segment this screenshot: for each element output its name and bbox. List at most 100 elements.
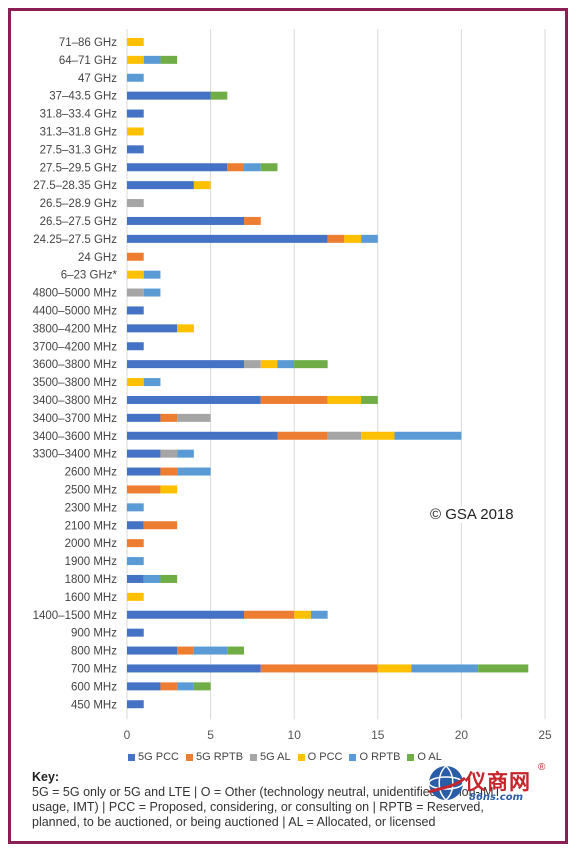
bar-segment — [127, 55, 144, 64]
category-label: 3700–4200 MHz — [33, 341, 118, 353]
bar-segment — [127, 127, 144, 136]
bar-segment — [127, 467, 161, 476]
bar-segment — [344, 234, 362, 243]
bar-segment — [361, 395, 378, 404]
category-label: 3400–3700 MHz — [33, 413, 118, 425]
legend-item: 5G AL — [250, 751, 291, 763]
bar-segment — [143, 574, 161, 583]
watermark-registered: ® — [538, 762, 546, 773]
bar-segment — [193, 181, 211, 190]
bar-segment — [127, 485, 161, 494]
bar-segment — [127, 288, 144, 297]
category-label: 26.5–27.5 GHz — [40, 216, 118, 228]
bar-segment — [361, 234, 378, 243]
bar-segment — [160, 467, 178, 476]
bar-segment — [177, 449, 194, 458]
x-tick-label: 20 — [455, 728, 469, 742]
x-tick-label: 10 — [288, 728, 302, 742]
category-label: 27.5–29.5 GHz — [40, 162, 118, 174]
bar-segment — [260, 163, 278, 172]
legend-label: 5G AL — [260, 751, 291, 763]
category-label: 71–86 GHz — [59, 37, 117, 49]
category-label: 3400–3800 MHz — [33, 395, 118, 407]
bar-segment — [277, 360, 295, 369]
legend-label: 5G RPTB — [195, 751, 244, 763]
category-label: 700 MHz — [71, 663, 117, 675]
bar-segment — [127, 360, 245, 369]
bar-segment — [327, 234, 345, 243]
bar-segment — [177, 324, 194, 333]
category-label: 3500–3800 MHz — [33, 377, 118, 389]
category-label: 47 GHz — [78, 73, 117, 85]
legend-swatch — [250, 753, 258, 761]
chart-legend: 5G PCC 5G RPTB 5G AL O PCC O RPTB O AL — [128, 751, 442, 763]
bar-segment — [411, 664, 479, 673]
category-label: 3800–4200 MHz — [33, 323, 118, 335]
bar-segment — [127, 664, 261, 673]
legend-label: O PCC — [307, 751, 343, 763]
bar-segment — [193, 646, 228, 655]
bar-segment — [127, 628, 144, 637]
x-tick-label: 15 — [371, 728, 385, 742]
bar-segment — [160, 485, 178, 494]
category-label: 27.5–28.35 GHz — [33, 180, 117, 192]
bar-segment — [127, 252, 144, 261]
bar-segment — [127, 306, 144, 315]
bar-segment — [244, 163, 261, 172]
legend-swatch — [128, 753, 135, 761]
category-label: 2500 MHz — [65, 484, 118, 496]
bar-segment — [127, 557, 144, 566]
stacked-bar-chart: 0 5 10 15 20 25 71–86 GHz 64–71 GHz 47 GHz 37–43.… — [33, 29, 552, 742]
category-label: 64–71 GHz — [59, 55, 117, 67]
bar-segment — [227, 163, 245, 172]
legend-label: O AL — [417, 751, 442, 763]
bar-segment — [177, 646, 194, 655]
bar-segment — [143, 378, 161, 387]
bar-segment — [160, 413, 178, 422]
bar-segment — [260, 395, 328, 404]
category-label: 3400–3600 MHz — [33, 431, 118, 443]
bar-segment — [327, 431, 362, 440]
category-label: 37–43.5 GHz — [49, 91, 117, 103]
bar-segment — [127, 216, 245, 225]
bar-segment — [127, 574, 144, 583]
category-label: 800 MHz — [71, 646, 117, 658]
category-label: 24 GHz — [78, 252, 117, 264]
bar-segment — [127, 378, 144, 387]
bar-segment — [127, 145, 144, 154]
category-label: 600 MHz — [71, 681, 117, 693]
category-label: 3600–3800 MHz — [33, 359, 118, 371]
legend-swatch — [349, 753, 357, 761]
bar-segment — [127, 270, 144, 279]
legend-label: 5G PCC — [138, 751, 179, 763]
category-label: 2000 MHz — [65, 538, 118, 550]
watermark-url: 86ns.com — [469, 792, 524, 803]
category-label: 31.3–31.8 GHz — [40, 126, 118, 138]
category-label: 4800–5000 MHz — [33, 288, 118, 300]
bar-segment — [127, 539, 144, 548]
watermark-logo: 仪商网 ® 86ns.com — [425, 762, 555, 812]
bar-segment — [177, 682, 194, 691]
bar-segment — [377, 664, 412, 673]
bar-segment — [127, 521, 144, 530]
bar-segment — [127, 91, 211, 100]
bar-segment — [177, 467, 211, 476]
bar-segment — [127, 234, 328, 243]
key-section: Key: 5G = 5G only or 5G and LTE | O = Ot… — [32, 770, 532, 830]
category-label: 2600 MHz — [65, 467, 118, 479]
bar-segment — [260, 360, 278, 369]
category-label: 1400–1500 MHz — [33, 610, 118, 622]
bar-segment — [127, 431, 278, 440]
globe-icon — [428, 765, 466, 801]
bar-segment — [394, 431, 462, 440]
category-label: 2300 MHz — [65, 502, 118, 514]
legend-item: O RPTB — [349, 751, 400, 763]
bar-segment — [127, 73, 144, 82]
category-label: 4400–5000 MHz — [33, 305, 118, 317]
bar-segment — [127, 646, 178, 655]
bar-segment — [127, 181, 194, 190]
bar-segment — [277, 431, 328, 440]
bar-segment — [127, 324, 178, 333]
legend-swatch — [407, 753, 415, 761]
bar-segment — [227, 646, 245, 655]
